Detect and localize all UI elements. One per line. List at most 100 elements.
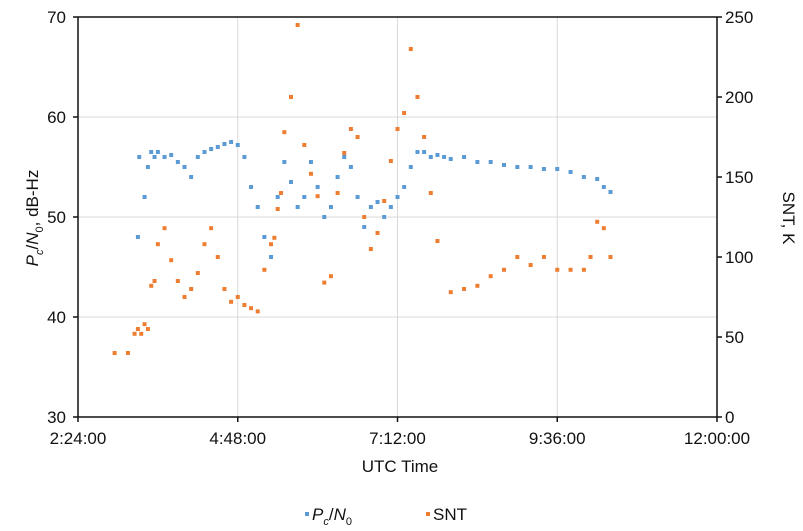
point-pcn0 — [189, 175, 194, 179]
x-axis-label: UTC Time — [362, 457, 439, 476]
point-pcn0 — [395, 195, 400, 199]
point-pcn0 — [135, 235, 140, 239]
point-snt — [608, 255, 613, 259]
point-snt — [528, 263, 533, 267]
point-snt — [348, 127, 353, 131]
point-snt — [262, 267, 267, 272]
point-snt — [395, 127, 400, 131]
point-snt — [142, 322, 147, 327]
point-pcn0 — [142, 195, 147, 199]
point-pcn0 — [581, 175, 586, 179]
y-left-tick-label: 70 — [47, 8, 66, 27]
point-snt — [135, 327, 140, 331]
point-pcn0 — [568, 170, 573, 174]
point-snt — [475, 283, 480, 288]
point-pcn0 — [368, 205, 373, 209]
point-snt — [255, 309, 260, 314]
point-snt — [269, 242, 274, 247]
point-pcn0 — [382, 215, 387, 219]
point-snt — [175, 279, 180, 283]
point-pcn0 — [235, 143, 240, 147]
point-pcn0 — [402, 185, 407, 189]
point-pcn0 — [209, 147, 214, 151]
point-pcn0 — [275, 195, 280, 199]
point-snt — [415, 95, 420, 99]
point-snt — [355, 135, 360, 139]
point-pcn0 — [249, 185, 254, 189]
point-pcn0 — [601, 185, 606, 189]
point-pcn0 — [282, 160, 287, 164]
point-pcn0 — [515, 165, 520, 169]
point-snt — [279, 191, 284, 195]
x-tick-label: 12:00:00 — [684, 429, 750, 448]
y-right-tick-label: 250 — [725, 8, 753, 27]
point-pcn0 — [162, 155, 167, 159]
point-snt — [249, 306, 254, 311]
chart-marks — [112, 23, 613, 355]
point-pcn0 — [295, 205, 300, 209]
point-pcn0 — [315, 185, 320, 189]
tick-labels: 30 40 50 60 70 2:24:00 4:48:00 7:12:00 9:36:00 12… — [47, 8, 753, 448]
y-left-tick-label: 50 — [47, 208, 66, 227]
point-snt — [462, 287, 467, 291]
point-snt — [149, 283, 154, 288]
point-pcn0 — [502, 163, 506, 167]
point-pcn0 — [145, 165, 150, 169]
point-snt — [402, 111, 407, 115]
point-pcn0 — [448, 157, 453, 161]
point-pcn0 — [528, 165, 533, 169]
point-snt — [328, 274, 333, 279]
y-left-axis-label: Pc/N0, dB-Hz — [23, 170, 46, 267]
y-right-axis-label: SNT, K — [779, 192, 798, 246]
point-pcn0 — [342, 155, 347, 159]
point-pcn0 — [302, 195, 307, 199]
point-pcn0 — [182, 165, 187, 169]
legend-swatch-snt — [426, 512, 430, 516]
x-tick-label: 4:48:00 — [209, 429, 266, 448]
point-pcn0 — [555, 167, 560, 171]
point-pcn0 — [541, 167, 546, 171]
point-pcn0 — [362, 225, 367, 229]
grid-lines — [78, 17, 717, 417]
point-pcn0 — [475, 160, 480, 164]
point-snt — [448, 290, 453, 295]
point-snt — [368, 247, 373, 251]
point-pcn0 — [355, 195, 360, 199]
point-snt — [152, 279, 157, 283]
point-snt — [275, 207, 280, 211]
y-right-tick-label: 200 — [725, 88, 753, 107]
point-pcn0 — [262, 235, 267, 239]
point-snt — [235, 295, 240, 299]
legend-label-pcn0: Pc/N0 — [312, 505, 352, 528]
point-snt — [162, 226, 167, 231]
point-snt — [588, 255, 593, 259]
point-snt — [581, 267, 586, 272]
point-snt — [375, 231, 380, 235]
point-pcn0 — [215, 145, 220, 149]
x-tick-label: 9:36:00 — [529, 429, 586, 448]
point-snt — [428, 191, 433, 195]
point-snt — [342, 151, 347, 155]
point-pcn0 — [175, 160, 180, 164]
y-right-tick-label: 0 — [725, 408, 734, 427]
point-pcn0 — [442, 155, 447, 159]
point-snt — [155, 242, 160, 247]
y-left-tick-label: 60 — [47, 108, 66, 127]
point-pcn0 — [152, 155, 157, 159]
point-pcn0 — [202, 150, 207, 154]
point-snt — [222, 287, 227, 291]
point-snt — [308, 171, 313, 176]
x-tick-label: 7:12:00 — [369, 429, 426, 448]
point-snt — [132, 331, 137, 336]
point-pcn0 — [255, 205, 260, 209]
point-snt — [125, 351, 130, 355]
point-pcn0 — [149, 150, 154, 154]
point-snt — [282, 130, 287, 135]
point-pcn0 — [415, 150, 420, 154]
x-tick-label: 2:24:00 — [50, 429, 107, 448]
point-snt — [242, 303, 247, 307]
point-snt — [295, 23, 300, 27]
point-snt — [302, 143, 307, 147]
y-right-tick-label: 150 — [725, 168, 753, 187]
point-snt — [215, 255, 220, 259]
